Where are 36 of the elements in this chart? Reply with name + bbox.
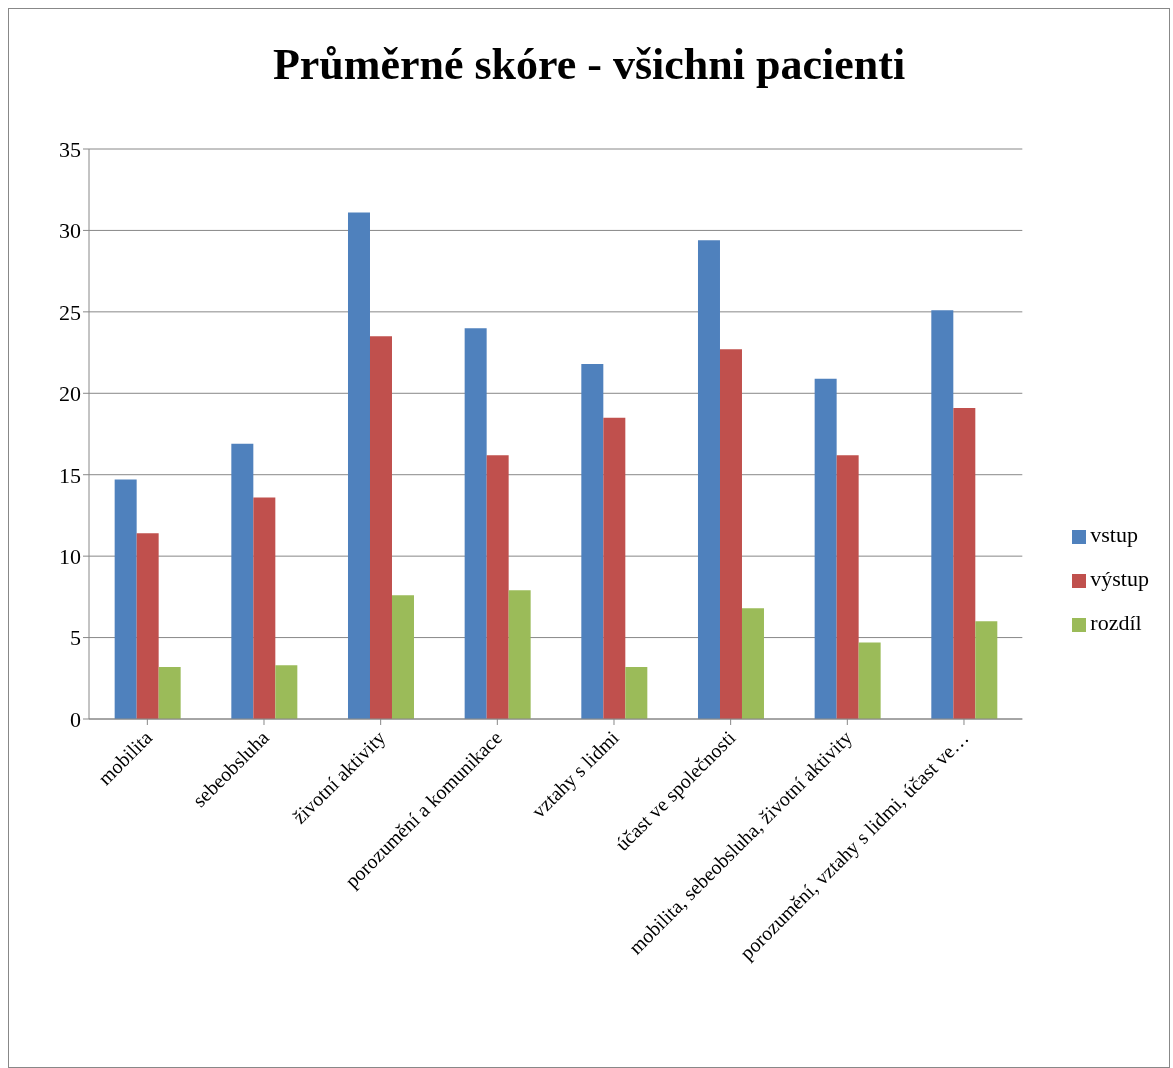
bar — [347, 212, 370, 719]
bar — [625, 666, 648, 719]
bar — [486, 455, 509, 719]
y-tick-label: 35 — [59, 136, 81, 162]
bar — [464, 328, 487, 719]
bar — [369, 336, 392, 719]
bar — [391, 595, 414, 719]
legend-label: výstup — [1090, 566, 1149, 591]
chart-title: Průměrné skóre - všichni pacienti — [271, 39, 907, 91]
bar — [581, 363, 604, 719]
bar — [136, 533, 159, 719]
y-tick-label: 25 — [59, 299, 81, 325]
bar — [719, 349, 742, 719]
y-tick-label: 0 — [70, 706, 81, 732]
bar — [603, 417, 626, 719]
bar — [975, 621, 998, 719]
bar — [158, 666, 181, 719]
y-tick-label: 10 — [59, 543, 81, 569]
y-tick-label: 20 — [59, 381, 81, 407]
y-tick-label: 30 — [59, 218, 81, 244]
bar — [275, 665, 298, 719]
bar — [253, 497, 276, 719]
bar — [836, 455, 859, 719]
bar — [741, 608, 764, 719]
bar — [508, 590, 531, 719]
y-tick-label: 5 — [70, 625, 81, 651]
legend-label: vstup — [1090, 522, 1138, 547]
legend-label: rozdíl — [1090, 610, 1142, 635]
y-tick-label: 15 — [59, 462, 81, 488]
bar — [114, 479, 137, 719]
bar — [858, 642, 881, 719]
bar — [953, 407, 976, 719]
bar — [814, 378, 837, 719]
bar — [931, 310, 954, 719]
bar — [231, 443, 254, 719]
bar — [697, 240, 720, 719]
